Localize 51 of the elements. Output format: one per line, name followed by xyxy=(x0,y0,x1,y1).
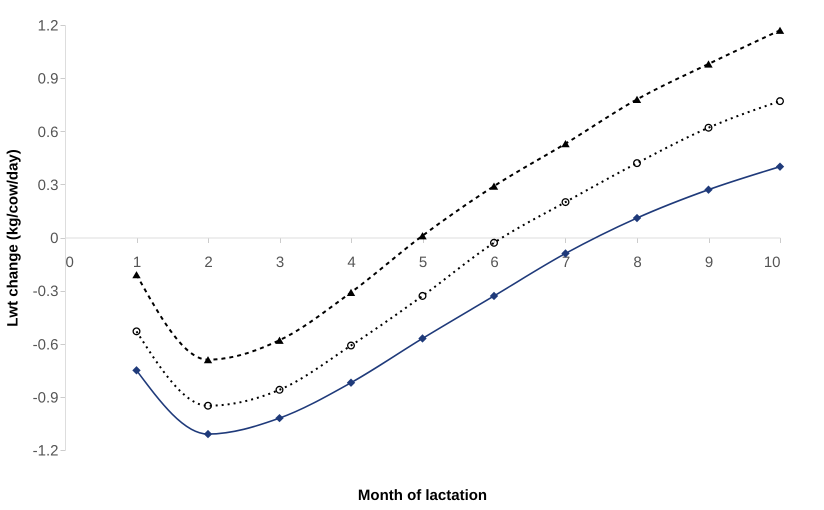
y-tick-label: -0.3 xyxy=(32,283,58,300)
x-tick-label: 8 xyxy=(633,254,642,271)
y-tick-label: 0.9 xyxy=(38,70,58,88)
y-tick-label: -1.2 xyxy=(32,442,58,460)
point xyxy=(632,214,642,222)
point xyxy=(490,238,498,247)
point xyxy=(490,292,498,300)
point xyxy=(346,288,356,296)
point xyxy=(346,378,356,387)
point xyxy=(275,414,284,422)
x-tick-label: 5 xyxy=(418,254,428,271)
point xyxy=(132,366,141,374)
point xyxy=(776,162,784,171)
x-tick-label: 7 xyxy=(562,254,570,271)
point xyxy=(418,292,427,300)
point xyxy=(704,186,713,194)
x-tick-label: 4 xyxy=(347,254,356,271)
point xyxy=(204,356,212,364)
point xyxy=(418,232,427,240)
y-tick-label: 0.3 xyxy=(38,176,58,194)
point xyxy=(776,26,784,34)
point xyxy=(204,430,212,438)
point xyxy=(346,342,356,350)
y-tick-label: 0.6 xyxy=(38,124,58,141)
point xyxy=(632,159,642,168)
y-tick-label: -0.6 xyxy=(32,336,58,354)
y-tick-label: -0.9 xyxy=(32,389,58,406)
x-tick-label: 9 xyxy=(704,254,714,271)
y-axis-title: Lwt change (kg/cow/day) xyxy=(4,149,22,327)
point xyxy=(418,334,427,343)
x-tick-label: 2 xyxy=(204,254,213,271)
point xyxy=(704,60,713,68)
point xyxy=(561,198,570,206)
point xyxy=(275,386,284,394)
point xyxy=(490,182,498,190)
x-tick-label: 6 xyxy=(490,254,499,271)
point xyxy=(704,124,713,132)
point xyxy=(776,97,784,106)
point xyxy=(275,336,284,344)
point xyxy=(132,271,141,278)
y-tick-label: 0 xyxy=(50,230,58,247)
point xyxy=(132,327,141,336)
x-axis-title: Month of lactation xyxy=(358,487,488,504)
x-tick-label: 10 xyxy=(764,254,780,271)
point xyxy=(204,402,212,410)
y-tick-label: 1.2 xyxy=(38,18,58,34)
point xyxy=(561,140,570,148)
x-tick-label: 3 xyxy=(276,254,284,271)
x-tick-label: 0 xyxy=(66,254,74,271)
point xyxy=(632,96,642,103)
x-tick-label: 1 xyxy=(132,254,142,271)
